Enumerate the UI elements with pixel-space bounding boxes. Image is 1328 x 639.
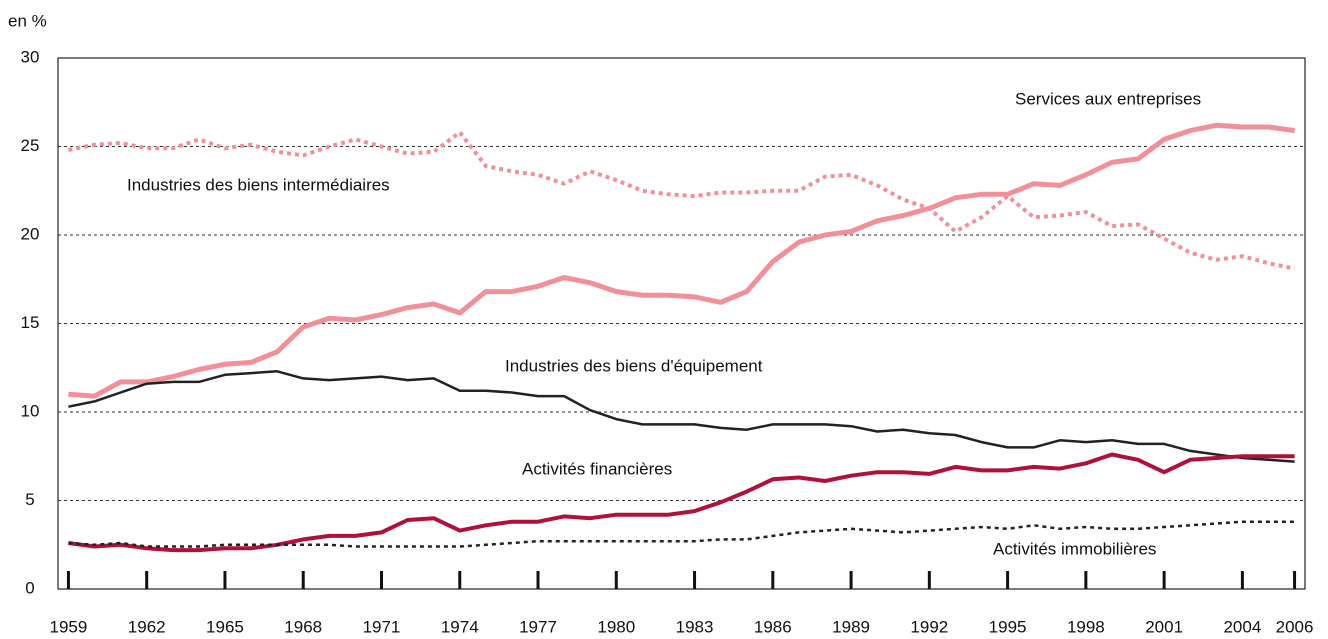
x-tick-label: 1962: [128, 617, 166, 636]
y-tick-label: 25: [21, 136, 40, 155]
series-line: [68, 122, 1295, 399]
unit-label: en %: [8, 11, 47, 30]
y-tick-label: 30: [21, 47, 40, 66]
x-tick-label: 2006: [1276, 617, 1314, 636]
x-tick-label: 1959: [50, 617, 88, 636]
series-line: [68, 452, 1295, 553]
x-tick-label: 1992: [910, 617, 948, 636]
x-tick-label: 1986: [754, 617, 792, 636]
x-tick-label: 1971: [363, 617, 401, 636]
x-tick-label: 2001: [1145, 617, 1183, 636]
y-tick-label: 0: [25, 578, 34, 597]
y-tick-label: 20: [21, 224, 40, 243]
x-tick-label: 1995: [989, 617, 1027, 636]
x-tick-label: 1998: [1067, 617, 1105, 636]
series-label: Activités immobilières: [993, 539, 1156, 558]
series-line: [68, 520, 1295, 548]
plot-frame: [57, 57, 1306, 590]
series-line: [68, 130, 1295, 271]
series-line: [68, 370, 1295, 463]
x-tick-label: 1980: [597, 617, 635, 636]
x-tick-label: 1983: [676, 617, 714, 636]
series-label: Activités financières: [522, 459, 672, 478]
x-tick-label: 1974: [441, 617, 479, 636]
y-tick-label: 15: [21, 313, 40, 332]
x-tick-label: 2004: [1223, 617, 1261, 636]
x-tick-label: 1977: [519, 617, 557, 636]
x-tick-label: 1965: [206, 617, 244, 636]
series-label: Industries des biens intermédiaires: [127, 175, 390, 194]
series-label: Services aux entreprises: [1015, 89, 1201, 108]
x-tick-label: 1989: [832, 617, 870, 636]
series-label: Industries des biens d'équipement: [505, 356, 763, 375]
y-tick-label: 5: [25, 490, 34, 509]
x-tick-label: 1968: [284, 617, 322, 636]
y-tick-label: 10: [21, 401, 40, 420]
